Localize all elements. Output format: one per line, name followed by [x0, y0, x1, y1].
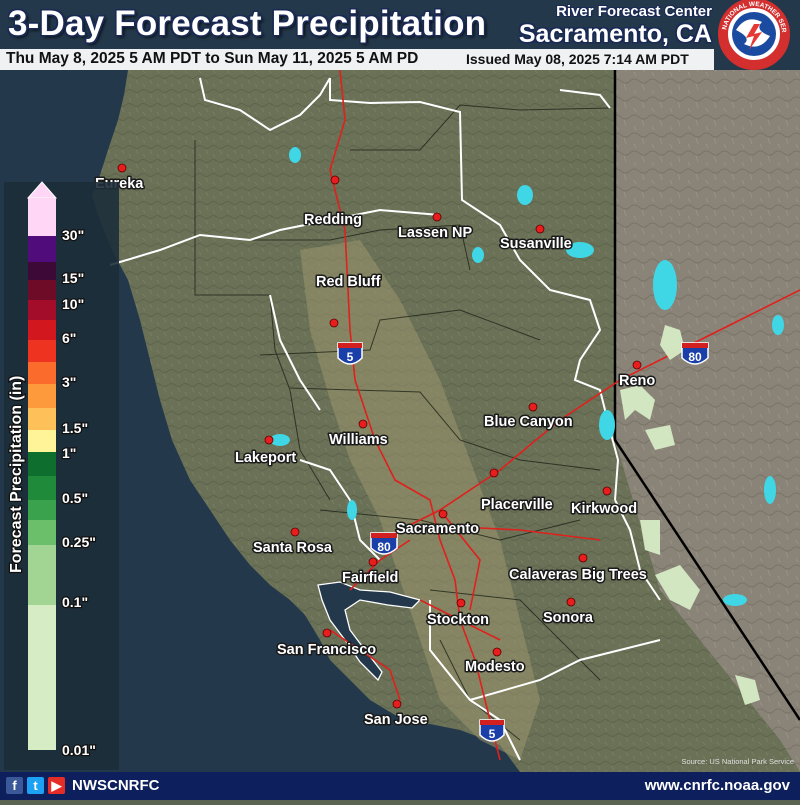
legend-swatch: [28, 545, 56, 605]
city-label-kirkwood: Kirkwood: [571, 501, 637, 517]
precipitation-legend: 30" 15" 10" 6" 3" 1.5" 1" 0.5" 0.25" 0.1" 0.01" Fo…: [4, 181, 119, 770]
facebook-icon[interactable]: f: [6, 777, 23, 794]
city-label-red-bluff: Red Bluff: [316, 274, 381, 290]
center-name: River Forecast Center: [556, 3, 712, 20]
legend-swatch: [28, 280, 56, 300]
legend-swatch: [28, 500, 56, 520]
interstate-shield-5-north: 5: [337, 342, 363, 365]
youtube-icon[interactable]: ▶: [48, 777, 65, 794]
center-location: Sacramento, CA: [518, 20, 712, 48]
city-label-williams: Williams: [329, 432, 388, 448]
i80-sac-number: 80: [377, 540, 391, 554]
i80-reno-number: 80: [688, 350, 702, 364]
legend-swatch: [28, 430, 56, 452]
website-link[interactable]: www.cnrfc.noaa.gov: [644, 777, 790, 794]
issued-time: Issued May 08, 2025 7:14 AM PDT: [466, 51, 689, 67]
legend-swatch: [28, 362, 56, 384]
city-label-redding: Redding: [304, 212, 362, 228]
sf-bay: [317, 581, 422, 682]
map-title: 3-Day Forecast Precipitation: [8, 4, 487, 43]
legend-title: Forecast Precipitation (in): [8, 376, 25, 573]
legend-label: 1": [62, 445, 76, 461]
legend-label: 30": [62, 227, 84, 243]
legend-swatch: [28, 340, 56, 362]
city-label-stockton: Stockton: [427, 612, 489, 628]
legend-swatch: [28, 262, 56, 280]
legend-swatch: [28, 320, 56, 340]
precipitation-areas: [620, 325, 760, 705]
legend-label: 0.5": [62, 490, 88, 506]
city-label-san-francisco: San Francisco: [277, 642, 376, 658]
city-label-lakeport: Lakeport: [235, 450, 296, 466]
legend-label: 0.1": [62, 594, 88, 610]
city-labels: Eureka Redding Lassen NP Susanville Red …: [94, 175, 657, 730]
legend-swatch: [28, 198, 56, 236]
city-label-modesto: Modesto: [465, 659, 525, 675]
legend-swatch: [28, 236, 56, 262]
i5-south-number: 5: [489, 727, 496, 741]
city-label-placerville: Placerville: [481, 497, 553, 513]
legend-swatch: [28, 520, 56, 545]
imagery-source: Source: US National Park Service: [681, 757, 794, 766]
city-label-blue-canyon: Blue Canyon: [484, 414, 573, 430]
legend-swatch: [28, 452, 56, 476]
interstate-shield-80-reno: 80: [681, 342, 709, 365]
twitter-icon[interactable]: t: [27, 777, 44, 794]
region-borders: [109, 77, 661, 761]
legend-label: 0.25": [62, 534, 96, 550]
legend-label: 10": [62, 296, 84, 312]
legend-labels: 30" 15" 10" 6" 3" 1.5" 1" 0.5" 0.25" 0.1" 0.01": [61, 226, 97, 760]
legend-label: 15": [62, 270, 84, 286]
legend-swatch: [28, 384, 56, 408]
nws-lightning-icon: [746, 24, 762, 50]
california-nevada-state-line: [613, 70, 800, 721]
legend-label: 3": [62, 374, 76, 390]
city-label-sacramento: Sacramento: [396, 521, 479, 537]
legend-swatch: [28, 408, 56, 430]
valid-period: Thu May 8, 2025 5 AM PDT to Sun May 11, …: [6, 50, 419, 67]
legend-label: 6": [62, 330, 76, 346]
legend-swatches: [28, 198, 56, 750]
city-label-lassen-np: Lassen NP: [398, 225, 472, 241]
lakes: [270, 147, 784, 606]
highways: [329, 69, 800, 761]
city-label-calaveras-big-trees: Calaveras Big Trees: [509, 567, 647, 583]
i5-north-number: 5: [347, 350, 354, 364]
legend-swatch: [28, 605, 56, 750]
city-label-reno: Reno: [619, 373, 655, 389]
city-label-fairfield: Fairfield: [342, 570, 398, 586]
legend-background: [4, 182, 119, 770]
legend-label: 0.01": [62, 742, 96, 758]
legend-swatch: [28, 476, 56, 500]
legend-swatch: [28, 300, 56, 320]
social-handle[interactable]: NWSCNRFC: [72, 777, 160, 794]
interstate-shield-80-sacramento: 80: [370, 532, 398, 555]
city-markers: [117, 163, 642, 709]
legend-label: 1.5": [62, 420, 88, 436]
interstate-shield-5-south: 5: [479, 719, 505, 742]
subtitle-band: [0, 49, 714, 70]
city-label-san-jose: San Jose: [364, 712, 428, 728]
city-label-santa-rosa: Santa Rosa: [253, 540, 333, 556]
footer-bar: [0, 772, 800, 800]
city-label-sonora: Sonora: [543, 610, 594, 626]
city-label-susanville: Susanville: [500, 236, 572, 252]
